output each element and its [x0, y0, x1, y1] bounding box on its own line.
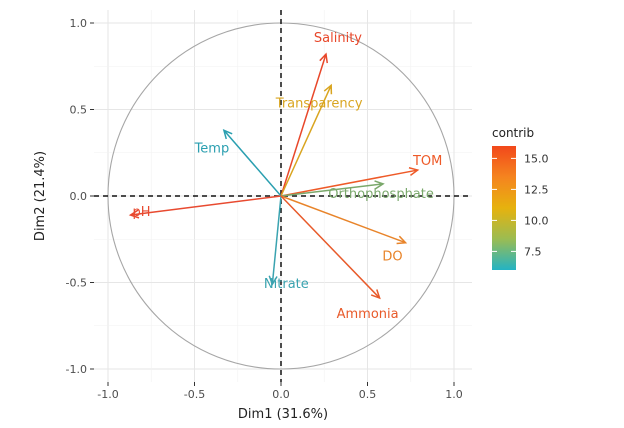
- arrow-shaft: [280, 195, 406, 244]
- label-do: DO: [382, 250, 402, 265]
- arrow-nitrate: [268, 195, 282, 286]
- arrow-temp: [222, 128, 282, 197]
- arrow-head: [128, 209, 140, 219]
- x-axis-title: Dim1 (31.6%): [238, 407, 328, 422]
- y-axis-title: Dim2 (21.4%): [33, 151, 48, 241]
- arrow-shaft: [271, 195, 282, 285]
- x-tick-label: -0.5: [184, 388, 205, 401]
- x-tick-label: 0.0: [272, 388, 290, 401]
- arrow-head: [408, 166, 420, 177]
- arrow-head: [222, 128, 233, 140]
- arrow-head: [323, 83, 333, 95]
- legend: contrib 15.0 12.5 10.0 7.5: [492, 126, 549, 270]
- y-tick-label: 0.0: [70, 190, 88, 203]
- legend-colorbar: [492, 146, 516, 270]
- y-tick-label: 1.0: [70, 17, 88, 30]
- arrow-head: [374, 180, 385, 190]
- label-orthophosphate: Orthophosphate: [328, 187, 434, 202]
- label-temp: Temp: [194, 141, 230, 156]
- x-tick-label: 0.5: [359, 388, 377, 401]
- y-tick-label: -0.5: [66, 277, 87, 290]
- y-axis: -1.0 -0.5 0.0 0.5 1.0: [66, 17, 94, 376]
- x-tick-label: 1.0: [445, 388, 463, 401]
- arrow-shaft: [280, 84, 332, 197]
- legend-title: contrib: [492, 126, 534, 140]
- arrow-shaft: [223, 129, 282, 197]
- arrow-orthophosphate: [280, 180, 385, 197]
- x-axis: -1.0 -0.5 0.0 0.5 1.0: [97, 382, 463, 401]
- arrow-head: [268, 275, 278, 286]
- plot-panel: Salinity Transparency Temp TOM Orthophosphat…: [94, 10, 472, 382]
- arrow-shaft: [280, 169, 418, 197]
- arrow-shaft: [280, 195, 381, 299]
- arrow-ph: [128, 195, 282, 219]
- y-tick-label: 0.5: [70, 104, 88, 117]
- variable-arrows: [128, 52, 420, 300]
- arrow-salinity: [280, 52, 329, 197]
- x-tick-label: -1.0: [97, 388, 118, 401]
- label-ph: pH: [132, 205, 150, 220]
- arrow-head: [396, 235, 408, 245]
- arrow-shaft: [280, 53, 327, 197]
- arrow-transparency: [280, 83, 333, 197]
- arrow-shaft: [280, 183, 384, 197]
- arrow-do: [280, 195, 408, 245]
- arrow-head: [319, 52, 329, 64]
- label-ammonia: Ammonia: [337, 307, 399, 322]
- legend-ticks: 15.0 12.5 10.0 7.5: [492, 152, 549, 258]
- label-transparency: Transparency: [275, 96, 363, 111]
- variable-labels: Salinity Transparency Temp TOM Orthophosphat…: [132, 31, 442, 322]
- legend-tick-label: 7.5: [524, 245, 542, 258]
- label-tom: TOM: [412, 154, 442, 169]
- label-salinity: Salinity: [314, 31, 362, 46]
- label-nitrate: Nitrate: [264, 277, 309, 292]
- legend-tick-label: 15.0: [524, 152, 549, 165]
- arrow-tom: [280, 166, 420, 197]
- arrow-head: [370, 289, 381, 300]
- legend-tick-label: 10.0: [524, 214, 549, 227]
- arrow-ammonia: [280, 195, 381, 300]
- legend-tick-label: 12.5: [524, 183, 549, 196]
- y-tick-label: -1.0: [66, 363, 87, 376]
- arrow-shaft: [130, 195, 282, 216]
